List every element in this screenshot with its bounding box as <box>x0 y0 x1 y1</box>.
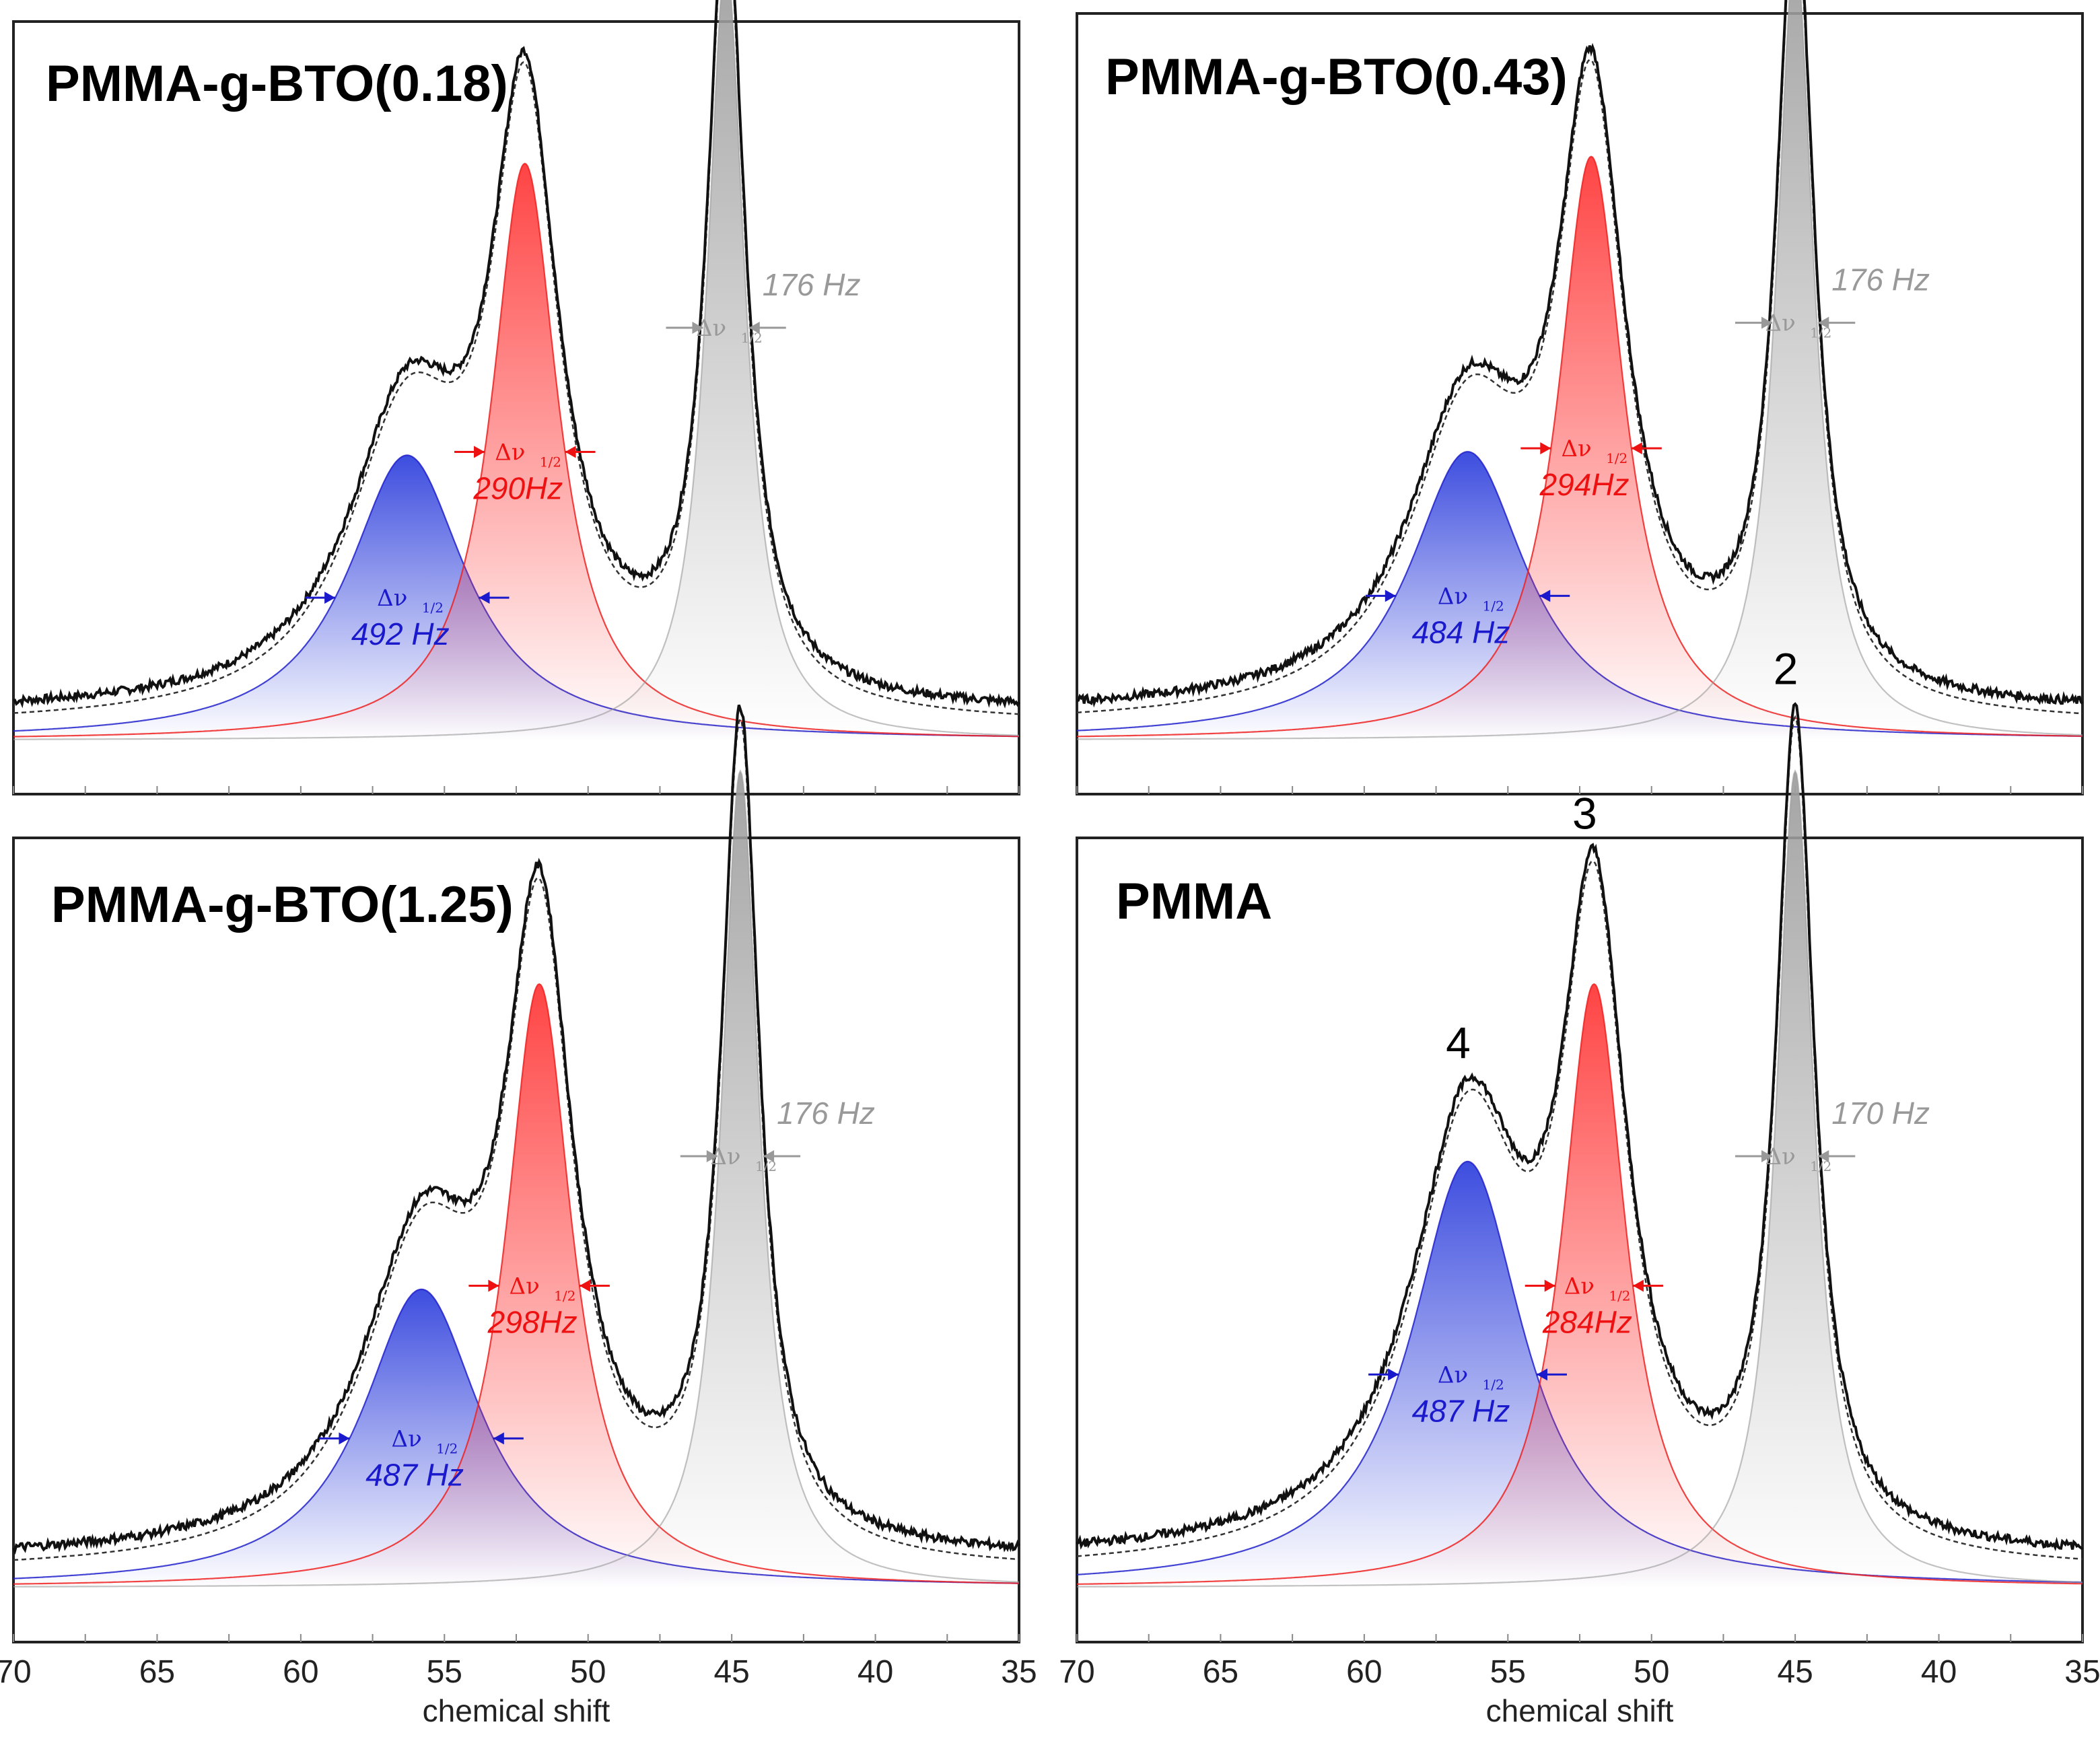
delta-nu-subscript: 1/2 <box>1810 325 1831 341</box>
fwhm-arrows-2 <box>1520 442 1662 455</box>
x-tick-label: 65 <box>1203 1654 1238 1690</box>
delta-nu-label: Δν <box>377 585 407 612</box>
fwhm-arrows-2 <box>468 1279 610 1292</box>
fwhm-value-label: 290Hz <box>473 470 563 505</box>
delta-nu-label: Δν <box>1765 1143 1796 1170</box>
x-tick-label: 65 <box>139 1654 175 1690</box>
fwhm-value-label: 170 Hz <box>1831 1096 1930 1131</box>
delta-nu-subscript: 1/2 <box>755 1158 777 1174</box>
delta-nu-subscript: 1/2 <box>1483 598 1504 614</box>
fwhm-value-label: 176 Hz <box>1831 262 1930 297</box>
fwhm-arrows-2 <box>454 446 596 458</box>
fwhm-arrows-3 <box>680 1150 801 1163</box>
x-tick-label: 50 <box>570 1654 606 1690</box>
x-tick-label: 55 <box>427 1654 462 1690</box>
x-tick-label: 55 <box>1490 1654 1526 1690</box>
component-curve-3 <box>13 769 1020 1588</box>
panel-title: PMMA <box>1116 873 1272 930</box>
fwhm-arrows-1 <box>1368 1368 1567 1381</box>
delta-nu-label: Δν <box>696 315 726 342</box>
delta-nu-label: Δν <box>1561 435 1591 462</box>
fwhm-arrows-1 <box>305 592 510 604</box>
component-fill-3 <box>1077 0 2082 740</box>
component-fill-3 <box>13 771 1019 1588</box>
experimental-spectrum <box>1076 0 2084 708</box>
fwhm-arrows-3 <box>1735 1150 1856 1163</box>
delta-nu-subscript: 1/2 <box>1483 1376 1504 1392</box>
component-fill-2 <box>13 164 1019 740</box>
peak-number-label: 3 <box>1572 788 1597 838</box>
delta-nu-subscript: 1/2 <box>741 330 763 346</box>
delta-nu-label: Δν <box>1765 310 1796 337</box>
delta-nu-label: Δν <box>1438 583 1468 610</box>
delta-nu-subscript: 1/2 <box>1609 1288 1630 1304</box>
delta-nu-label: Δν <box>710 1143 740 1170</box>
fwhm-arrows-3 <box>1735 316 1856 329</box>
component-fill-2 <box>1077 984 2082 1588</box>
component-curve-3 <box>1077 0 2082 740</box>
x-tick-label: 40 <box>1921 1654 1957 1690</box>
component-curve-3 <box>13 0 1020 740</box>
x-tick-label: 35 <box>2064 1654 2100 1690</box>
x-tick-label: 60 <box>1346 1654 1382 1690</box>
x-tick-label: 45 <box>713 1654 749 1690</box>
fwhm-value-label: 487 Hz <box>365 1457 464 1492</box>
fwhm-value-label: 298Hz <box>487 1305 578 1340</box>
delta-nu-label: Δν <box>392 1425 422 1452</box>
fwhm-value-label: 492 Hz <box>351 616 450 651</box>
delta-nu-label: Δν <box>1564 1273 1595 1300</box>
fwhm-arrows-2 <box>1525 1279 1663 1292</box>
fit-sum-curve <box>1076 715 2083 1560</box>
fwhm-value-label: 176 Hz <box>763 267 861 302</box>
x-tick-label: 40 <box>858 1654 893 1690</box>
experimental-spectrum <box>12 704 1020 1555</box>
fwhm-value-label: 484 Hz <box>1412 614 1510 649</box>
component-curve-3 <box>1077 769 2083 1588</box>
delta-nu-label: Δν <box>1438 1361 1468 1388</box>
x-tick-label: 35 <box>1001 1654 1037 1690</box>
x-tick-label: 70 <box>1059 1654 1094 1690</box>
delta-nu-subscript: 1/2 <box>1810 1158 1831 1174</box>
component-fill-2 <box>1077 156 2082 740</box>
experimental-spectrum <box>13 0 1020 709</box>
delta-nu-subscript: 1/2 <box>540 454 561 470</box>
x-tick-label: 45 <box>1777 1654 1813 1690</box>
component-fill-3 <box>1077 771 2082 1588</box>
x-axis-label: chemical shift <box>423 1693 610 1728</box>
fwhm-arrows-1 <box>1365 590 1570 602</box>
delta-nu-subscript: 1/2 <box>554 1288 575 1304</box>
peak-number-label: 4 <box>1446 1018 1471 1068</box>
fit-sum-curve <box>13 717 1020 1561</box>
fwhm-value-label: 487 Hz <box>1412 1393 1510 1428</box>
x-tick-label: 60 <box>283 1654 318 1690</box>
delta-nu-subscript: 1/2 <box>422 600 444 616</box>
x-tick-label: 70 <box>0 1654 32 1690</box>
fwhm-value-label: 284Hz <box>1542 1305 1632 1340</box>
delta-nu-subscript: 1/2 <box>436 1440 458 1456</box>
x-axis-label: chemical shift <box>1486 1693 1674 1728</box>
panel-title: PMMA-g-BTO(0.43) <box>1105 48 1568 106</box>
fit-sum-curve <box>1076 0 2083 715</box>
experimental-spectrum <box>1076 702 2084 1551</box>
panel-title: PMMA-g-BTO(0.18) <box>46 55 508 112</box>
panel-title: PMMA-g-BTO(1.25) <box>51 876 514 933</box>
fwhm-arrows-1 <box>319 1432 524 1445</box>
x-tick-label: 50 <box>1634 1654 1669 1690</box>
delta-nu-label: Δν <box>495 439 525 466</box>
delta-nu-label: Δν <box>510 1273 540 1300</box>
fwhm-arrows-3 <box>666 322 786 334</box>
fit-sum-curve <box>13 0 1020 715</box>
peak-number-label: 2 <box>1774 644 1798 694</box>
component-fill-2 <box>13 984 1019 1588</box>
fwhm-value-label: 176 Hz <box>777 1096 875 1131</box>
delta-nu-subscript: 1/2 <box>1606 450 1628 466</box>
fwhm-value-label: 294Hz <box>1539 467 1630 502</box>
